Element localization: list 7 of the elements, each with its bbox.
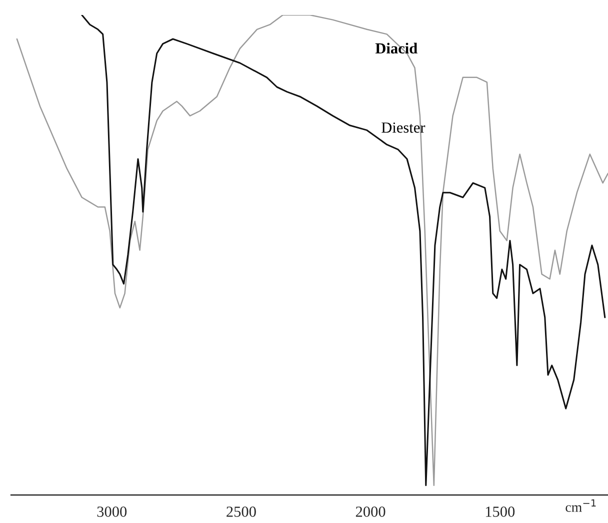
- x-tick-label: 3000: [97, 506, 127, 517]
- series-label: Diester: [382, 122, 426, 133]
- x-tick-label: 2500: [226, 506, 256, 517]
- x-tick-label: 1500: [486, 506, 515, 517]
- x-axis-title: cm$^{−1}$: [566, 499, 596, 512]
- series-label: Diacid: [375, 42, 418, 54]
- x-tick-label: 2000: [356, 506, 386, 517]
